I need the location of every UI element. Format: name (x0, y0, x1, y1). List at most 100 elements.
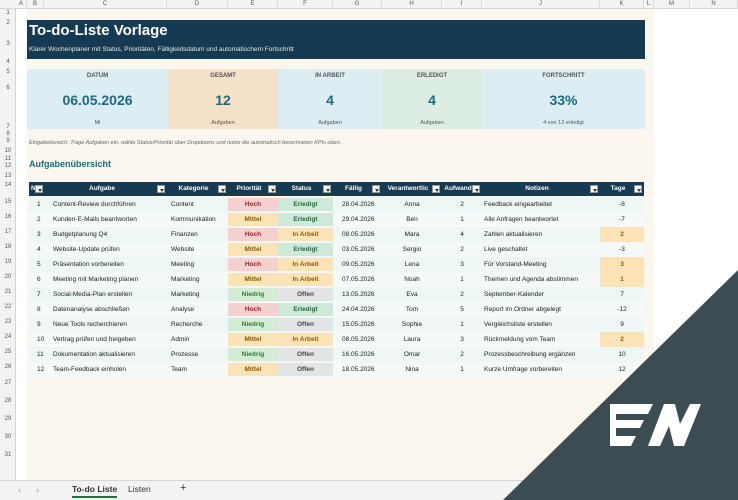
cell-due-date[interactable]: 13.05.2026 (342, 291, 375, 298)
cell-task[interactable]: Budgetplanung Q4 (53, 231, 108, 238)
cell-nr[interactable]: 6 (37, 276, 41, 283)
cell-task[interactable]: Kunden-E-Mails beantworten (53, 216, 137, 223)
cell-due-date[interactable]: 09.05.2026 (342, 261, 375, 268)
cell-owner[interactable]: Anna (404, 201, 420, 208)
cell-task[interactable]: Meeting mit Marketing planen (53, 276, 139, 283)
table-row[interactable]: 8 Datenanalyse abschließen Analyse Hoch Erle… (29, 302, 644, 317)
cell-nr[interactable]: 8 (37, 306, 41, 313)
column-header-l[interactable]: L (644, 0, 654, 9)
priority-badge[interactable]: Niedrig (228, 288, 278, 301)
tab-next-button[interactable]: › (36, 485, 39, 495)
tab-listen[interactable]: Listen (128, 484, 151, 494)
cell-owner[interactable]: Sophie (401, 321, 423, 328)
row-header-12[interactable]: 12 (4, 163, 12, 169)
cell-nr[interactable]: 2 (37, 216, 41, 223)
row-header-16[interactable]: 16 (4, 214, 12, 220)
cell-category[interactable]: Analyse (171, 306, 195, 313)
row-header-9[interactable]: 9 (6, 138, 10, 144)
cell-effort[interactable]: 2 (460, 201, 464, 208)
cell-nr[interactable]: 12 (37, 366, 45, 373)
filter-dropdown-icon[interactable] (634, 185, 642, 193)
row-header-17[interactable]: 17 (4, 229, 12, 235)
cell-days[interactable]: 7 (620, 291, 624, 298)
priority-badge[interactable]: Mittel (228, 363, 278, 376)
row-header-30[interactable]: 30 (4, 434, 12, 440)
cell-note[interactable]: Alle Anfragen beantwortet (484, 216, 559, 223)
cell-note[interactable]: Zahlen aktualisieren (484, 231, 543, 238)
status-badge[interactable]: In Arbeit (278, 228, 333, 241)
row-header-1[interactable]: 1 (6, 10, 10, 16)
cell-owner[interactable]: Laura (403, 336, 421, 343)
table-row[interactable]: 12 Team-Feedback einholen Team Mittel Offen 1… (29, 362, 644, 377)
cell-owner[interactable]: Eva (406, 291, 418, 298)
row-header-26[interactable]: 26 (4, 364, 12, 370)
row-header-14[interactable]: 14 (4, 182, 12, 188)
cell-task[interactable]: Team-Feedback einholen (53, 366, 126, 373)
cell-effort[interactable]: 4 (460, 231, 464, 238)
cell-owner[interactable]: Noah (404, 276, 420, 283)
column-header-m[interactable]: M (654, 0, 690, 9)
priority-badge[interactable]: Niedrig (228, 318, 278, 331)
add-sheet-button[interactable]: + (180, 482, 187, 494)
cell-due-date[interactable]: 18.05.2026 (342, 366, 375, 373)
column-header-i[interactable]: I (442, 0, 482, 9)
cell-due-date[interactable]: 07.05.2026 (342, 276, 375, 283)
cell-nr[interactable]: 3 (37, 231, 41, 238)
filter-dropdown-icon[interactable] (590, 185, 598, 193)
cell-effort[interactable]: 1 (460, 321, 464, 328)
cell-owner[interactable]: Lena (404, 261, 420, 268)
kpi-date[interactable]: DATUM 06.05.2026 Mi (27, 69, 168, 129)
column-header-n[interactable]: N (690, 0, 738, 9)
status-badge[interactable]: Offen (278, 363, 333, 376)
row-header-5[interactable]: 5 (6, 69, 10, 75)
row-header-2[interactable]: 2 (6, 20, 10, 26)
tab-prev-button[interactable]: ‹ (18, 485, 21, 495)
filter-dropdown-icon[interactable] (472, 185, 480, 193)
row-header-22[interactable]: 22 (4, 304, 12, 310)
row-header-25[interactable]: 25 (4, 349, 12, 355)
row-header-6[interactable]: 6 (6, 85, 10, 91)
cell-task[interactable]: Social-Media-Plan erstellen (53, 291, 133, 298)
row-header-28[interactable]: 28 (4, 398, 12, 404)
cell-effort[interactable]: 2 (460, 351, 464, 358)
cell-effort[interactable]: 3 (460, 336, 464, 343)
row-header-15[interactable]: 15 (4, 199, 12, 205)
status-badge[interactable]: Offen (278, 288, 333, 301)
column-header-d[interactable]: D (167, 0, 228, 9)
cell-nr[interactable]: 9 (37, 321, 41, 328)
row-header-4[interactable]: 4 (6, 59, 10, 65)
table-row[interactable]: 4 Website-Update prüfen Website Mittel Erled… (29, 242, 644, 257)
cell-days[interactable]: 2 (600, 227, 644, 242)
cell-nr[interactable]: 10 (37, 336, 45, 343)
cell-nr[interactable]: 11 (37, 351, 44, 358)
column-header-h[interactable]: H (382, 0, 442, 9)
cell-nr[interactable]: 7 (37, 291, 41, 298)
cell-due-date[interactable]: 16.05.2026 (342, 351, 375, 358)
cell-nr[interactable]: 1 (37, 201, 41, 208)
cell-days[interactable]: 10 (618, 351, 626, 358)
table-row[interactable]: 3 Budgetplanung Q4 Finanzen Hoch In Arbeit 08… (29, 227, 644, 242)
cell-category[interactable]: Kommunikation (171, 216, 216, 223)
cell-nr[interactable]: 4 (37, 246, 41, 253)
priority-badge[interactable]: Hoch (228, 228, 278, 241)
status-badge[interactable]: In Arbeit (278, 258, 333, 271)
row-header-31[interactable]: 31 (4, 452, 12, 458)
status-badge[interactable]: Offen (278, 318, 333, 331)
cell-task[interactable]: Datenanalyse abschließen (53, 306, 130, 313)
kpi-in-progress[interactable]: IN ARBEIT 4 Aufgaben (278, 69, 382, 129)
row-header-19[interactable]: 19 (4, 259, 12, 265)
column-header-j[interactable]: J (482, 0, 600, 9)
row-header-18[interactable]: 18 (4, 244, 12, 250)
cell-days[interactable]: -12 (617, 306, 627, 313)
cell-note[interactable]: September-Kalender (484, 291, 544, 298)
table-row[interactable]: 2 Kunden-E-Mails beantworten Kommunikation… (29, 212, 644, 227)
row-header-24[interactable]: 24 (4, 334, 12, 340)
row-header-3[interactable]: 3 (6, 41, 10, 47)
cell-effort[interactable]: 2 (460, 291, 464, 298)
cell-effort[interactable]: 2 (460, 246, 464, 253)
row-header-27[interactable]: 27 (4, 380, 12, 386)
kpi-progress[interactable]: FORTSCHRITT 33% 4 von 12 erledigt (482, 69, 645, 129)
cell-days[interactable]: 1 (600, 272, 644, 287)
cell-category[interactable]: Meeting (171, 261, 195, 268)
cell-effort[interactable]: 1 (460, 216, 464, 223)
